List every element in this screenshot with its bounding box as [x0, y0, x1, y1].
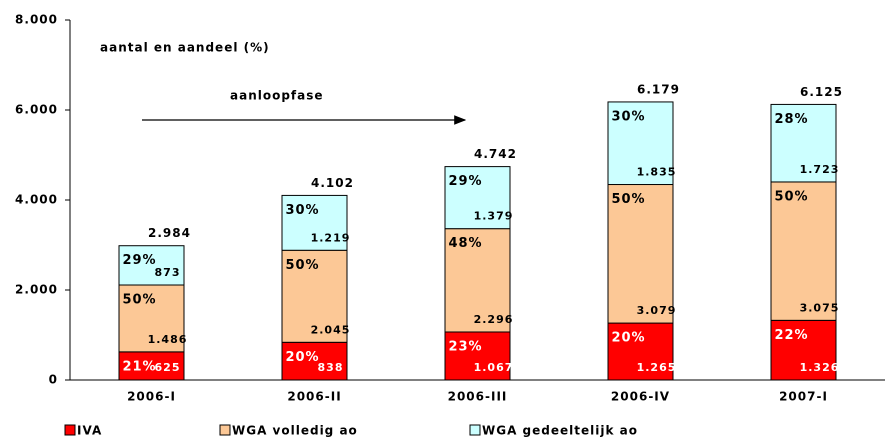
bar-segment — [607, 184, 674, 324]
x-tick-label: 2007-I — [779, 390, 828, 404]
y-tick-label: 8.000 — [15, 13, 58, 27]
value-label: 873 — [155, 266, 181, 279]
y-tick-label: 2.000 — [15, 283, 58, 297]
share-label: 20% — [285, 350, 319, 365]
x-tick-label: 2006-I — [127, 390, 176, 404]
legend-swatch — [219, 424, 231, 436]
share-label: 50% — [285, 258, 319, 273]
bar-segment — [444, 166, 511, 230]
share-label: 20% — [611, 331, 645, 346]
bar-segment — [118, 245, 185, 286]
y-tick-label: 0 — [49, 373, 58, 387]
bar-segment — [444, 228, 511, 333]
total-label: 4.102 — [311, 176, 354, 190]
annotation: aanloopfase — [230, 89, 324, 103]
share-label: 23% — [448, 339, 482, 354]
share-label: 21% — [122, 359, 156, 374]
value-label: 1.219 — [311, 231, 351, 244]
value-label: 1.067 — [474, 361, 514, 374]
share-label: 22% — [774, 328, 808, 343]
value-label: 2.296 — [474, 313, 514, 326]
value-label: 2.045 — [311, 323, 351, 336]
share-label: 29% — [122, 253, 156, 268]
value-label: 3.075 — [800, 301, 840, 314]
total-label: 4.742 — [474, 147, 517, 161]
value-label: 1.486 — [148, 333, 188, 346]
x-tick-label: 2006-II — [287, 390, 341, 404]
share-label: 30% — [285, 203, 319, 218]
legend-label: WGA gedeeltelijk ao — [482, 424, 638, 437]
share-label: 50% — [774, 189, 808, 204]
total-label: 6.125 — [800, 85, 843, 99]
share-label: 28% — [774, 112, 808, 127]
annotation: aantal en aandeel (%) — [100, 41, 270, 55]
total-label: 2.984 — [148, 226, 191, 240]
y-tick-label: 4.000 — [15, 193, 58, 207]
x-tick-label: 2006-IV — [611, 390, 670, 404]
bar-segment — [607, 322, 674, 381]
value-label: 1.723 — [800, 163, 840, 176]
share-label: 50% — [611, 192, 645, 207]
value-label: 1.835 — [637, 166, 677, 179]
share-label: 50% — [122, 293, 156, 308]
bar-segment — [770, 103, 837, 183]
bar-segment — [607, 101, 674, 186]
legend-swatch — [469, 424, 481, 436]
bar-segment — [118, 284, 185, 353]
share-label: 29% — [448, 174, 482, 189]
share-label: 48% — [448, 236, 482, 251]
value-label: 625 — [155, 361, 181, 374]
value-label: 1.326 — [800, 361, 840, 374]
bar-segment — [770, 319, 837, 381]
y-tick-label: 6.000 — [15, 103, 58, 117]
bar-segment — [281, 249, 348, 343]
share-label: 30% — [611, 109, 645, 124]
bar-segment — [118, 351, 185, 381]
value-label: 3.079 — [637, 304, 677, 317]
value-label: 1.379 — [474, 210, 514, 223]
legend-label: IVA — [77, 424, 102, 437]
x-tick-label: 2006-III — [448, 390, 508, 404]
value-label: 1.265 — [637, 361, 677, 374]
legend-label: WGA volledig ao — [232, 424, 358, 437]
total-label: 6.179 — [637, 82, 680, 96]
bar-segment — [281, 194, 348, 251]
value-label: 838 — [318, 361, 344, 374]
legend-swatch — [64, 424, 76, 436]
